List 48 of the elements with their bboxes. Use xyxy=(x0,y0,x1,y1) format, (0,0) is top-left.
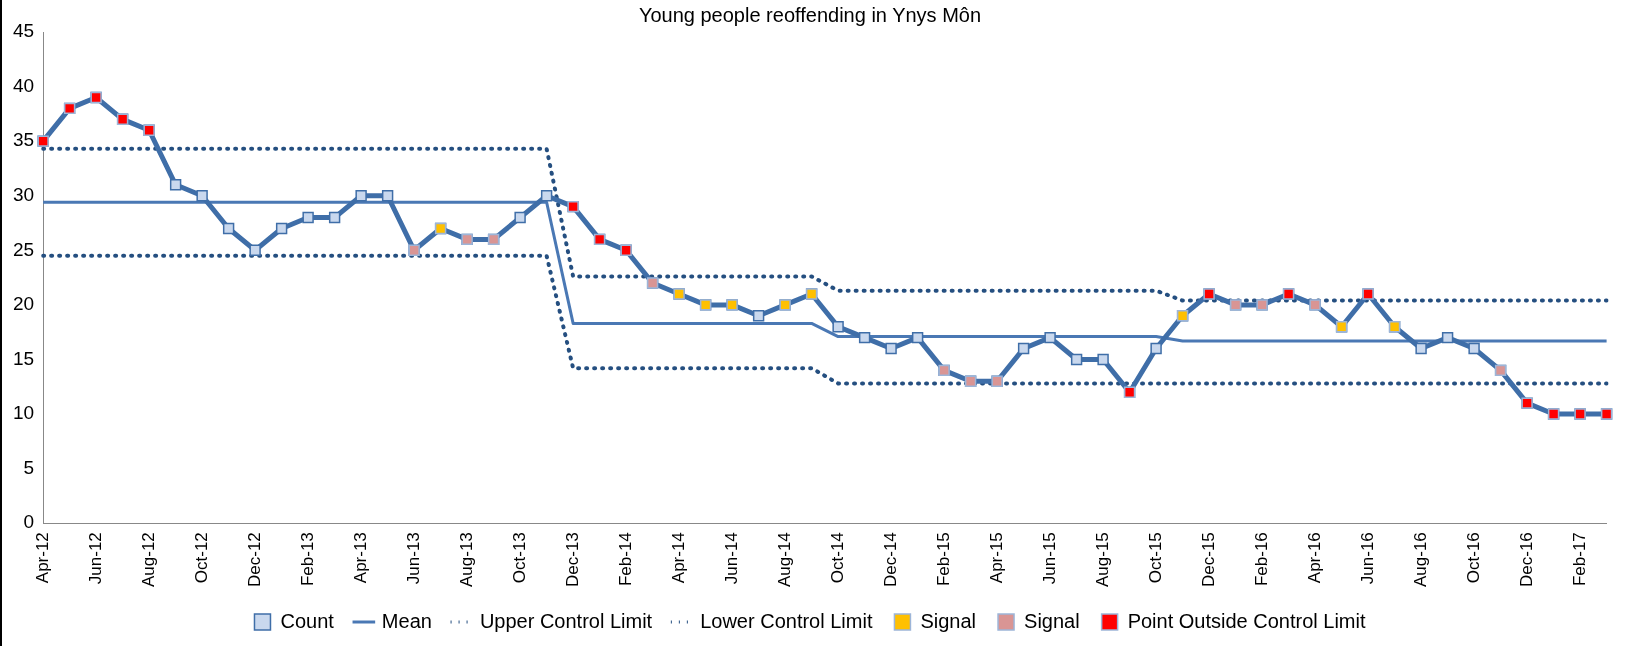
x-tick-label: Jun-16 xyxy=(1357,532,1377,585)
x-tick-label: Feb-15 xyxy=(933,532,953,587)
x-tick-label: Feb-14 xyxy=(615,532,635,587)
x-tick-label: Apr-15 xyxy=(986,532,1006,584)
x-tick-label: Jun-12 xyxy=(85,532,105,585)
x-tick-label: Apr-13 xyxy=(350,532,370,584)
legend-label: Count xyxy=(280,609,335,632)
x-tick-label: Apr-14 xyxy=(668,532,688,584)
x-tick-label: Aug-16 xyxy=(1410,532,1430,588)
y-tick-label: 5 xyxy=(23,456,35,478)
x-tick-label: Jun-15 xyxy=(1039,532,1059,585)
x-tick-label: Oct-12 xyxy=(191,532,211,584)
x-tick-label: Aug-15 xyxy=(1092,532,1112,588)
x-tick-label: Apr-16 xyxy=(1304,532,1324,584)
y-tick-label: 15 xyxy=(12,347,35,369)
chart-title: Young people reoffending in Ynys Môn xyxy=(638,3,982,26)
x-tick-label: Dec-15 xyxy=(1198,532,1218,587)
y-tick-label: 25 xyxy=(12,238,35,260)
x-tick-label: Dec-14 xyxy=(880,532,900,587)
x-tick-label: Oct-13 xyxy=(509,532,529,584)
legend-label: Mean xyxy=(381,609,432,632)
x-tick-label: Jun-14 xyxy=(721,532,741,585)
y-tick-label: 45 xyxy=(12,20,35,42)
x-tick-label: Feb-13 xyxy=(297,532,317,587)
legend-label: Signal xyxy=(1024,609,1080,632)
x-tick-label: Dec-13 xyxy=(562,532,582,587)
x-tick-label: Oct-14 xyxy=(827,532,847,584)
x-tick-label: Aug-12 xyxy=(138,532,158,588)
x-tick-label: Oct-16 xyxy=(1463,532,1483,584)
x-tick-label: Apr-12 xyxy=(32,532,52,584)
legend-label: Upper Control Limit xyxy=(479,609,653,632)
y-tick-label: 30 xyxy=(12,183,35,205)
x-tick-label: Aug-13 xyxy=(456,532,476,588)
x-tick-label: Feb-16 xyxy=(1251,532,1271,587)
y-tick-label: 20 xyxy=(12,293,35,315)
legend-label: Signal xyxy=(920,609,977,632)
legend-label: Lower Control Limit xyxy=(700,609,873,632)
y-tick-label: 0 xyxy=(23,511,35,533)
legend-label: Point Outside Control Limit xyxy=(1127,609,1366,632)
x-tick-label: Dec-12 xyxy=(244,532,264,587)
y-tick-label: 40 xyxy=(12,74,35,96)
x-tick-label: Oct-15 xyxy=(1145,532,1165,584)
y-tick-label: 35 xyxy=(12,129,35,151)
x-tick-label: Dec-16 xyxy=(1516,532,1536,587)
x-tick-label: Jun-13 xyxy=(403,532,423,585)
x-tick-label: Aug-14 xyxy=(774,532,794,588)
y-tick-label: 10 xyxy=(12,402,35,424)
x-tick-label: Feb-17 xyxy=(1569,532,1589,587)
